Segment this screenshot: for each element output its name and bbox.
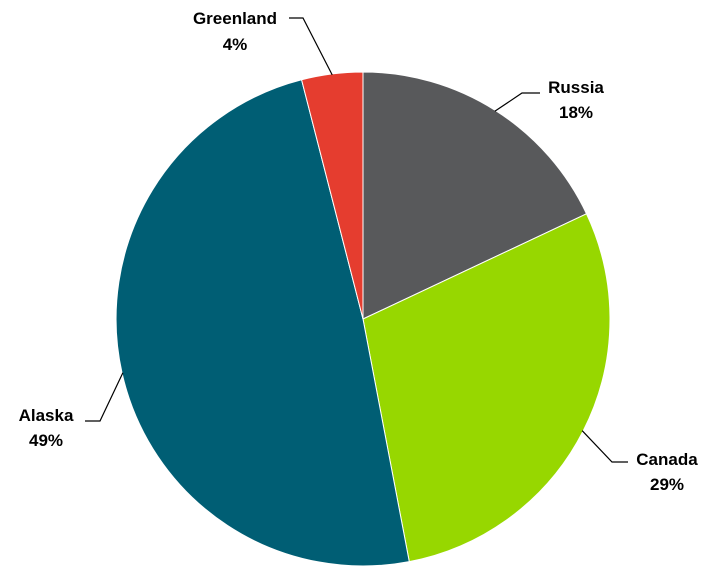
leader-lines [85, 17, 628, 463]
leader-line-canada [581, 430, 628, 463]
slice-value-russia: 18% [559, 103, 593, 122]
pie-slices [115, 71, 611, 566]
leader-line-greenland [289, 17, 333, 76]
slice-value-alaska: 49% [29, 431, 63, 450]
leader-line-russia [494, 92, 540, 112]
slice-label-greenland: Greenland [193, 9, 277, 28]
leader-line-alaska [85, 372, 124, 422]
slice-label-russia: Russia [548, 78, 604, 97]
slice-label-alaska: Alaska [19, 406, 74, 425]
slice-value-greenland: 4% [223, 35, 248, 54]
slice-value-canada: 29% [650, 475, 684, 494]
slice-label-canada: Canada [636, 450, 698, 469]
pie-slice-alaska [115, 79, 410, 566]
